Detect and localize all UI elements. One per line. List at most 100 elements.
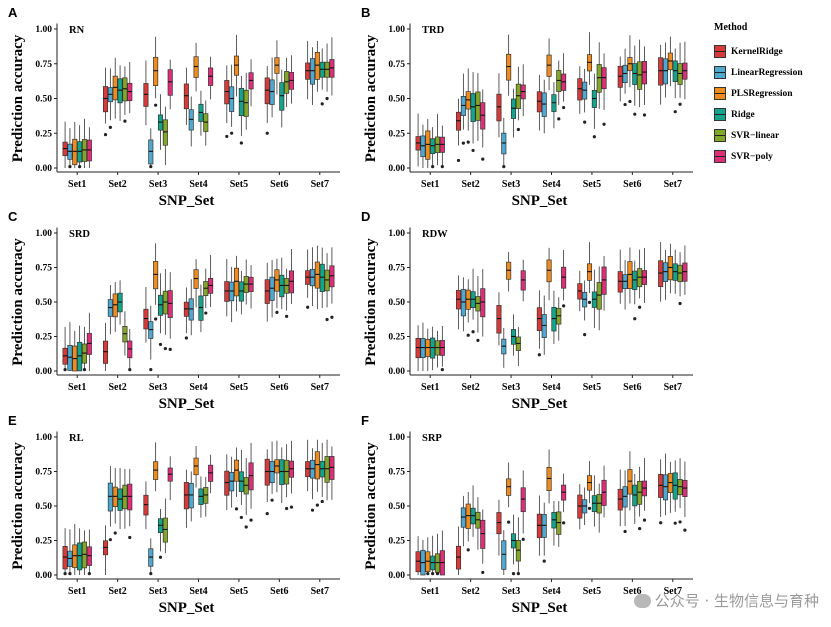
outlier-point — [320, 102, 324, 106]
y-tick-label: 0.75 — [388, 60, 405, 70]
legend-label: SVR−poly — [731, 151, 773, 162]
box-body — [627, 469, 633, 495]
box-set5-plsregression — [233, 255, 240, 312]
box-set3-svrpoly — [520, 64, 526, 117]
outlier-point — [592, 135, 596, 139]
legend-label: Ridge — [731, 109, 755, 120]
box-body — [167, 69, 173, 96]
box-set2-svrlinear — [475, 275, 481, 342]
box-set5-linearregression — [229, 266, 235, 323]
box-body — [224, 470, 230, 496]
box-set1-linearregression — [67, 529, 73, 576]
y-tick-label: 0.00 — [388, 367, 405, 377]
outlier-point — [431, 572, 435, 576]
box-set7-kernelridge — [658, 459, 664, 525]
legend-item-kernelridge: KernelRidge — [714, 41, 829, 62]
box-set2-svrpoly — [480, 509, 486, 575]
outlier-point — [456, 158, 461, 163]
box-set1-kernelridge — [415, 113, 421, 167]
box-set7-plsregression — [314, 40, 320, 92]
box-body — [465, 503, 471, 529]
outlier-point — [431, 165, 435, 169]
box-set2-svrpoly — [127, 62, 133, 114]
box-body — [153, 261, 159, 290]
y-tick-label: 0.00 — [388, 164, 405, 174]
x-axis-label: SNP_Set — [159, 396, 215, 412]
box-set3-svrpoly — [520, 470, 526, 541]
box-body — [274, 269, 280, 292]
x-tick-label: Set4 — [189, 382, 207, 393]
panel-title: TRD — [422, 25, 445, 36]
box-body — [460, 289, 466, 317]
outlier-point — [466, 333, 470, 337]
box-body — [162, 119, 168, 146]
box-set6-kernelridge — [617, 469, 623, 527]
x-tick-label: Set3 — [502, 586, 520, 597]
box-set3-svrlinear — [162, 269, 168, 351]
x-tick-label: Set7 — [664, 586, 682, 597]
box-set2-plsregression — [112, 57, 118, 119]
box-set5-svrlinear — [243, 259, 249, 305]
box-set3-svrlinear — [515, 327, 521, 366]
outlier-point — [325, 96, 329, 101]
outlier-point — [87, 572, 91, 576]
outlier-point — [310, 508, 315, 512]
box-set7-ridge — [319, 48, 325, 106]
box-set5-plsregression — [586, 242, 593, 304]
legend-label: LinearRegression — [731, 67, 803, 78]
box-set4-kernelridge — [183, 287, 189, 340]
box-body — [117, 488, 123, 511]
x-tick-label: Set3 — [149, 382, 167, 393]
box-set2-svrpoly — [480, 89, 486, 161]
panel-title: RDW — [422, 229, 448, 240]
box-set4-linearregression — [188, 96, 194, 147]
box-body — [324, 456, 330, 483]
box-set5-ridge — [238, 270, 244, 315]
x-tick-label: Set7 — [311, 179, 329, 190]
box-set4-linearregression — [541, 502, 547, 563]
box-body — [536, 307, 542, 331]
y-tick-label: 0.25 — [388, 537, 405, 547]
box-set6-plsregression — [627, 35, 633, 104]
box-body — [314, 51, 320, 80]
box-body — [264, 458, 270, 486]
box-set3-kernelridge — [496, 292, 502, 346]
box-body — [167, 290, 173, 318]
box-set2-ridge — [117, 468, 123, 529]
box-body — [546, 259, 552, 283]
x-axis-label: SNP_Set — [512, 193, 568, 209]
outlier-point — [270, 498, 274, 502]
box-body — [122, 77, 128, 102]
box-set6-kernelridge — [264, 66, 270, 135]
box-body — [284, 71, 290, 94]
outlier-point — [330, 315, 334, 319]
x-tick-label: Set2 — [108, 586, 126, 597]
outlier-point — [471, 148, 475, 153]
box-set5-svrpoly — [248, 442, 254, 522]
y-tick-label: 0.50 — [388, 95, 405, 105]
box-body — [127, 483, 133, 511]
box-body — [480, 102, 486, 130]
box-body — [662, 474, 669, 501]
box-set1-svrlinear — [434, 330, 441, 368]
box-body — [102, 340, 109, 364]
box-set3-svrpoly — [520, 259, 526, 302]
y-tick-label: 0.25 — [35, 537, 52, 547]
outlier-point — [108, 538, 112, 542]
box-body — [314, 451, 320, 480]
box-set1-svrpoly — [439, 325, 445, 372]
box-set1-ridge — [77, 528, 83, 575]
box-body — [243, 89, 249, 117]
outlier-point — [678, 520, 682, 524]
outlier-point — [466, 140, 470, 144]
legend-key-icon — [714, 66, 726, 79]
box-set6-linearregression — [622, 260, 628, 310]
box-body — [577, 494, 583, 519]
outlier-point — [325, 317, 329, 322]
box-set3-kernelridge — [143, 481, 149, 530]
box-set5-svrpoly — [248, 265, 254, 309]
box-body — [329, 265, 335, 288]
panel-title: SRD — [69, 229, 90, 240]
box-set2-svrlinear — [122, 66, 128, 123]
box-set2-kernelridge — [102, 67, 109, 137]
